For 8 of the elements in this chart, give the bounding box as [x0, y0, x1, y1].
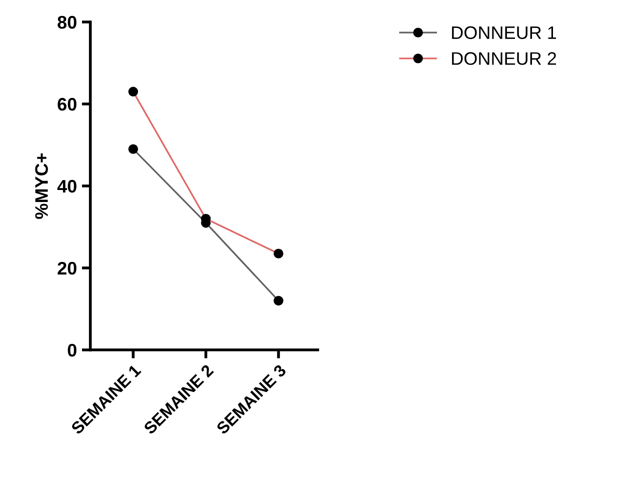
- y-tick-label: 0: [68, 344, 76, 357]
- y-tick-label: 20: [58, 262, 76, 275]
- y-axis-title: %MYC+: [35, 153, 48, 219]
- y-tick-label: 40: [57, 180, 76, 193]
- legend-label: DONNEUR 1: [452, 26, 556, 40]
- y-tick-label: 80: [58, 16, 76, 29]
- legend-label: DONNEUR 2: [452, 52, 556, 65]
- y-tick-label: 60: [58, 98, 76, 111]
